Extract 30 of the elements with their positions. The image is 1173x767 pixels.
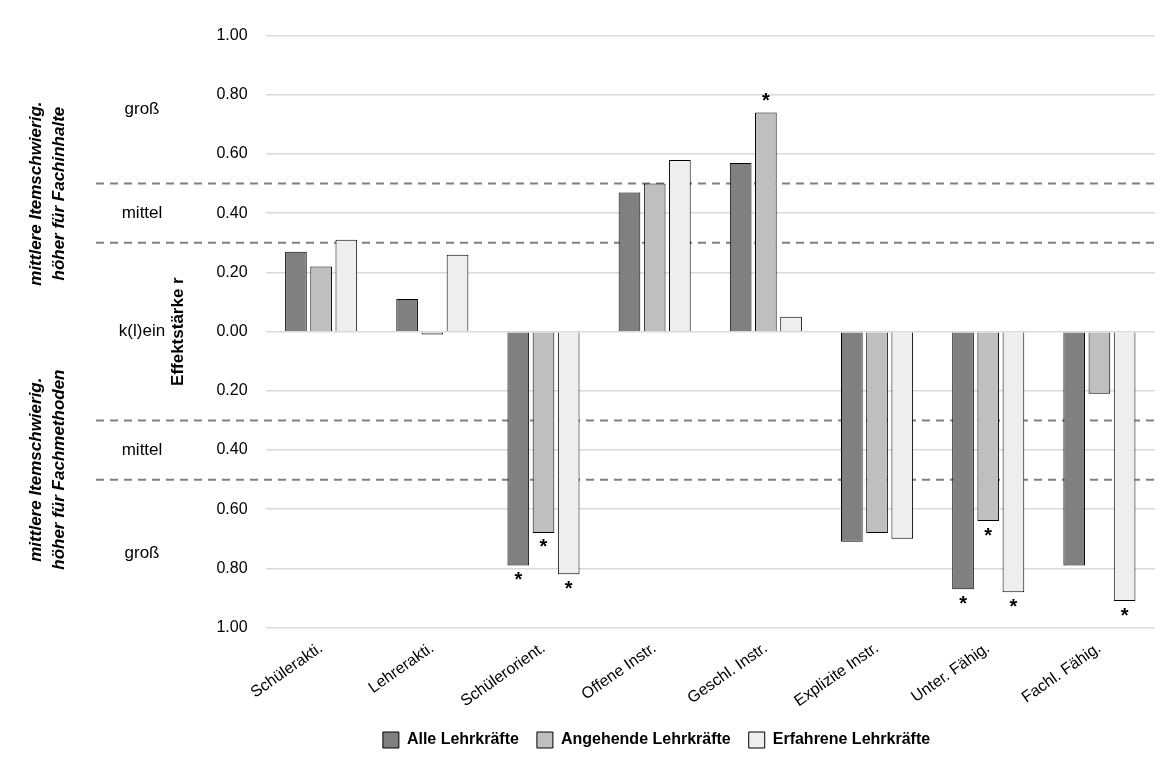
y-tick-label: 0.60 xyxy=(216,144,248,162)
legend-label: Erfahrene Lehrkräfte xyxy=(772,730,931,748)
y-tick-label: 0.80 xyxy=(216,85,248,103)
data-label: * xyxy=(539,535,548,558)
y-tick-label: 0.60 xyxy=(216,499,248,517)
y-tick-label: 1.00 xyxy=(216,618,248,636)
y-axis-title: Effektstärke r xyxy=(167,276,187,386)
y-tick-label: 1.00 xyxy=(216,26,248,44)
data-label: * xyxy=(514,568,523,590)
y-tick-label: 0.40 xyxy=(216,440,248,458)
data-label: * xyxy=(564,576,573,599)
data-label: * xyxy=(761,89,770,112)
y-tick-label: 0.00 xyxy=(216,322,248,340)
text: mittlere Itemschwierig. höher für Fachmethoden xyxy=(26,369,69,570)
text: groß xyxy=(124,99,160,119)
y-tick-label: 0.40 xyxy=(216,203,248,221)
data-label: * xyxy=(1009,594,1018,617)
y-tick-label: 0.20 xyxy=(216,262,248,280)
data-label: * xyxy=(1120,603,1129,626)
data-label: * xyxy=(959,591,968,614)
data-label: * xyxy=(984,523,993,546)
y-tick-label: 0.20 xyxy=(216,381,248,399)
legend-label: Angehende Lehrkräfte xyxy=(560,730,731,748)
text: mittel xyxy=(121,202,163,222)
text: groß xyxy=(124,543,160,563)
legend-label: Alle Lehrkräfte xyxy=(406,730,520,748)
y-tick-label: 0.80 xyxy=(216,558,248,576)
text: k(l)ein xyxy=(118,321,166,341)
text: mittel xyxy=(121,439,163,459)
text: mittlere Itemschwierig. höher für Fachinhalte xyxy=(26,101,69,286)
